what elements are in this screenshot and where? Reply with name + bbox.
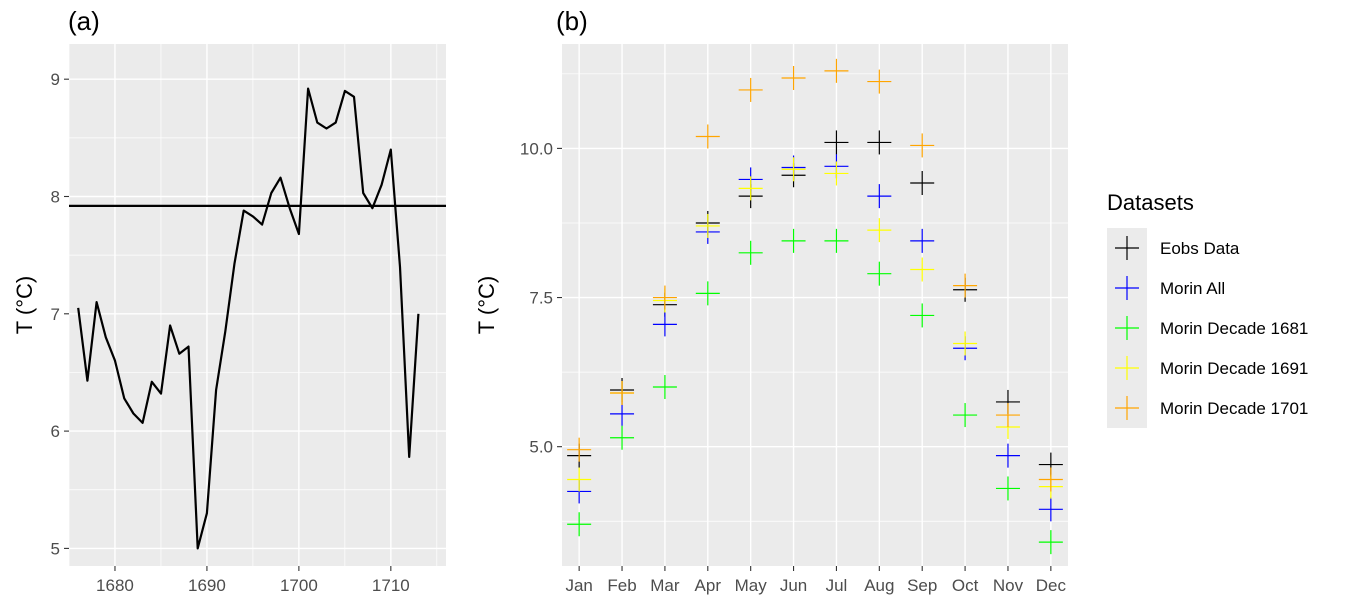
legend: Datasets Eobs Data Morin All Morin Decade … — [1107, 190, 1308, 428]
data-point — [910, 171, 935, 196]
legend-item: Morin All — [1107, 268, 1225, 308]
legend-label: Morin Decade 1701 — [1160, 399, 1308, 418]
data-point — [953, 273, 978, 298]
panel-b-x-tick-label: May — [735, 576, 768, 595]
panel-b-x-tick-label: Oct — [952, 576, 979, 595]
data-point — [910, 303, 935, 328]
data-point — [695, 213, 720, 238]
data-point — [824, 58, 849, 83]
data-point — [824, 228, 849, 253]
data-point — [867, 218, 892, 243]
data-point — [738, 240, 763, 265]
data-point — [953, 403, 978, 428]
data-point — [738, 176, 763, 201]
legend-label: Morin Decade 1681 — [1160, 319, 1308, 338]
panel-b-x-tick-label: Sep — [907, 576, 937, 595]
panel-b-x-tick-label: Apr — [695, 576, 722, 595]
data-point — [824, 161, 849, 186]
data-point — [610, 380, 635, 405]
legend-title: Datasets — [1107, 190, 1194, 215]
panel-b-points — [567, 58, 1063, 555]
panel-a-x-tick-label: 1680 — [96, 576, 134, 595]
panel-a-series — [69, 87, 446, 550]
data-point — [995, 443, 1020, 468]
data-point — [910, 133, 935, 158]
data-point — [867, 261, 892, 286]
panel-b-x-tick-label: Aug — [864, 576, 894, 595]
data-point — [781, 66, 806, 91]
data-point — [652, 375, 677, 400]
data-point — [695, 281, 720, 306]
panel-a-plot-background — [69, 44, 446, 566]
panel-b-y-tick-label: 5.0 — [529, 438, 553, 457]
panel-b-label: (b) — [556, 6, 588, 36]
panel-b-y-tick-label: 7.5 — [529, 289, 553, 308]
panel-a-label: (a) — [68, 6, 100, 36]
panel-b-y-axis-title: T (°C) — [474, 276, 499, 335]
panel-b-x-tick-label: Jun — [780, 576, 807, 595]
data-point — [695, 124, 720, 149]
panel-b-x-tick-label: Jan — [565, 576, 592, 595]
panel-b-x-tick-label: Feb — [607, 576, 636, 595]
panel-a-y-tick-label: 8 — [51, 187, 60, 206]
panel-a-major-grid — [69, 44, 446, 566]
data-point — [1038, 467, 1063, 492]
panel-b-x-tick-label: Nov — [993, 576, 1024, 595]
panel-a-y-axis-title: T (°C) — [12, 276, 37, 335]
legend-items: Eobs Data Morin All Morin Decade 1681 Morin… — [1107, 228, 1308, 428]
panel-b-x-tick-label: Dec — [1036, 576, 1067, 595]
data-point — [781, 228, 806, 253]
data-point — [610, 401, 635, 426]
data-point — [867, 69, 892, 94]
panel-a-y-tick-label: 6 — [51, 422, 60, 441]
legend-item: Eobs Data — [1107, 228, 1240, 268]
panel-a-axes: 1680 1690 1700 1710 5 6 7 8 9 — [51, 70, 410, 595]
data-point — [910, 257, 935, 282]
panel-b-axes: 5.0 7.5 10.0 Jan Feb Mar Apr May Jun Jul Aug Sep Oct… — [520, 139, 1067, 595]
data-point — [652, 312, 677, 337]
data-point — [567, 467, 592, 492]
data-point — [610, 425, 635, 450]
data-point — [781, 157, 806, 182]
data-point — [824, 130, 849, 155]
data-point — [1038, 497, 1063, 522]
legend-item: Morin Decade 1681 — [1107, 308, 1308, 348]
data-point — [867, 130, 892, 155]
legend-label: Morin Decade 1691 — [1160, 359, 1308, 378]
series-morin-decade-1701 — [567, 58, 1063, 492]
data-point — [652, 285, 677, 310]
data-point — [738, 77, 763, 102]
data-point — [953, 331, 978, 356]
data-point — [1038, 530, 1063, 555]
series-morin-decade-1681 — [567, 228, 1063, 555]
panel-a-y-tick-label: 5 — [51, 539, 60, 558]
legend-label: Eobs Data — [1160, 239, 1240, 258]
panel-a-minor-grid — [68, 44, 446, 566]
panel-a-x-tick-label: 1710 — [372, 576, 410, 595]
data-point — [995, 476, 1020, 501]
panel-a-y-tick-label: 7 — [51, 305, 60, 324]
legend-label: Morin All — [1160, 279, 1225, 298]
data-point — [567, 512, 592, 537]
panel-a-x-tick-label: 1700 — [280, 576, 318, 595]
panel-b-x-tick-label: Mar — [650, 576, 680, 595]
data-point — [910, 228, 935, 253]
panel-b-plot-background — [562, 44, 1068, 566]
panel-a-y-tick-label: 9 — [51, 70, 60, 89]
panel-a-line-chart: (a) 1680 1690 1700 1710 5 6 7 8 9 T (°C) — [12, 6, 446, 595]
legend-item: Morin Decade 1691 — [1107, 348, 1308, 388]
panel-b-x-tick-label: Jul — [826, 576, 848, 595]
legend-item: Morin Decade 1701 — [1107, 388, 1308, 428]
panel-b-y-tick-label: 10.0 — [520, 139, 553, 158]
data-point — [567, 437, 592, 462]
panel-a-x-tick-label: 1690 — [188, 576, 226, 595]
data-point — [995, 403, 1020, 428]
panel-b-scatter-chart: (b) 5.0 7.5 10.0 Jan Feb Mar Apr May Jun Jul Aug Se… — [474, 6, 1068, 595]
panel-b-minor-grid — [562, 73, 1068, 522]
temperature-series-line — [77, 87, 420, 550]
data-point — [867, 184, 892, 209]
